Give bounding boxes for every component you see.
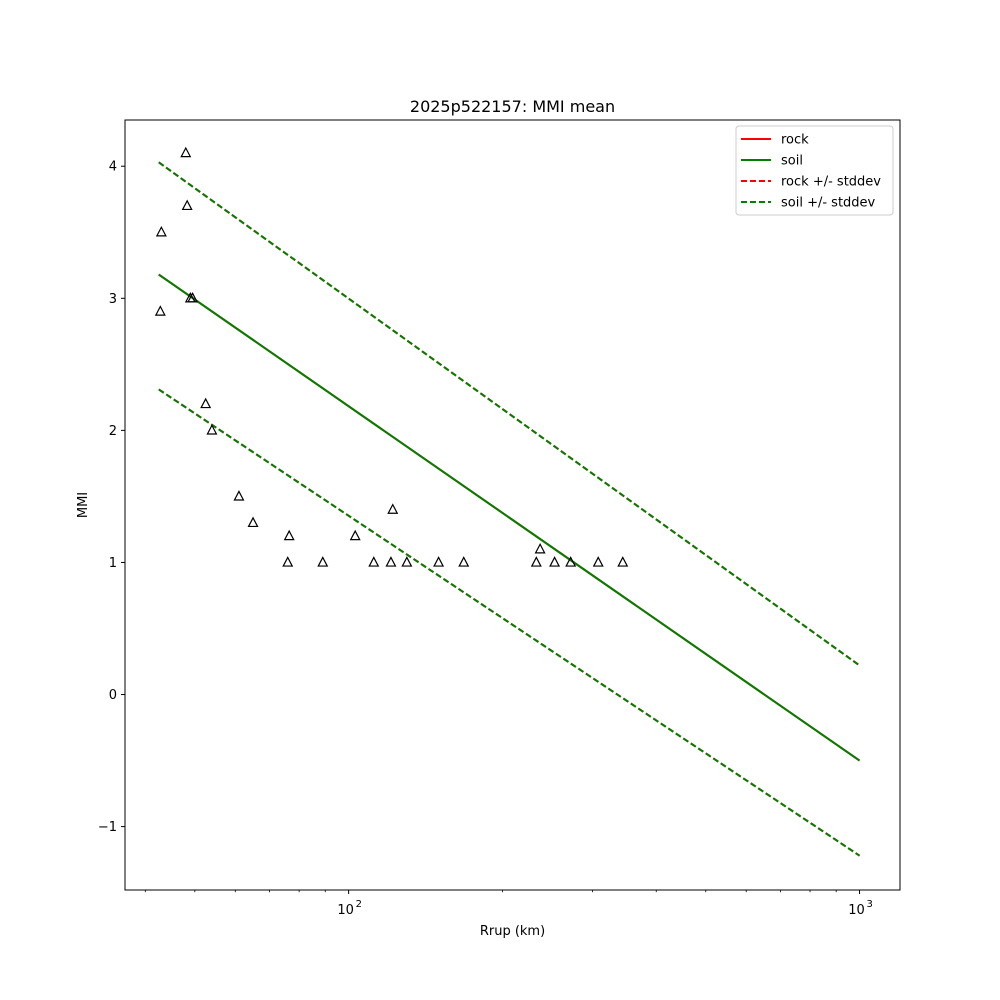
observation-point xyxy=(317,556,329,567)
plot-lines xyxy=(158,161,861,857)
y-tick-label: −1 xyxy=(98,820,117,835)
x-tick-exponent: 2 xyxy=(356,899,362,910)
observation-point xyxy=(155,225,167,237)
y-axis-label: MMI xyxy=(76,492,91,518)
observation-point xyxy=(565,556,577,567)
observation-point xyxy=(387,503,399,514)
observation-point xyxy=(233,490,245,501)
plot-frame xyxy=(124,119,901,891)
x-axis-ticks: 10 2 10 3 xyxy=(144,890,873,918)
y-axis-ticks: −1 0 1 2 3 4 xyxy=(98,160,125,835)
x-axis-label: Rrup (km) xyxy=(480,924,545,939)
observation-point xyxy=(385,556,397,567)
observation-point xyxy=(617,556,629,567)
soil-stddev-upper-line xyxy=(158,161,861,667)
observation-point xyxy=(283,529,295,541)
observation-point xyxy=(180,146,192,158)
y-tick-label: 4 xyxy=(109,160,117,175)
y-tick-label: 2 xyxy=(109,424,117,439)
observation-point xyxy=(247,516,259,528)
legend-label-soil: soil xyxy=(781,154,803,169)
legend-box xyxy=(735,125,894,216)
observation-point xyxy=(181,199,193,211)
x-tick-exponent: 3 xyxy=(867,899,873,910)
observation-point xyxy=(200,397,212,409)
observation-point xyxy=(433,556,445,567)
soil-stddev-lower-line xyxy=(158,388,861,857)
observation-point xyxy=(154,305,166,316)
observation-point xyxy=(534,542,546,554)
legend-label-soil-stddev: soil +/- stddev xyxy=(781,196,876,211)
y-tick-label: 0 xyxy=(109,688,117,703)
soil-line xyxy=(158,273,861,762)
y-tick-label: 3 xyxy=(109,292,117,307)
observation-point xyxy=(349,529,361,541)
x-tick-label: 10 xyxy=(337,903,354,918)
legend-label-rock: rock xyxy=(781,133,809,148)
observation-point xyxy=(368,556,380,567)
observation-point xyxy=(530,556,542,567)
observation-points xyxy=(154,146,629,567)
observation-point xyxy=(592,556,604,567)
y-tick-label: 1 xyxy=(109,556,117,571)
observation-point xyxy=(282,556,294,567)
observation-point xyxy=(549,556,561,567)
observation-point xyxy=(187,292,199,303)
observation-point xyxy=(458,556,470,567)
chart-title: 2025p522157: MMI mean xyxy=(410,97,615,116)
x-tick-label: 10 xyxy=(848,903,865,918)
legend: rock soil rock +/- stddev soil +/- stddev xyxy=(735,125,894,216)
observation-point xyxy=(206,424,218,435)
observation-point xyxy=(401,556,413,567)
legend-label-rock-stddev: rock +/- stddev xyxy=(781,175,881,190)
